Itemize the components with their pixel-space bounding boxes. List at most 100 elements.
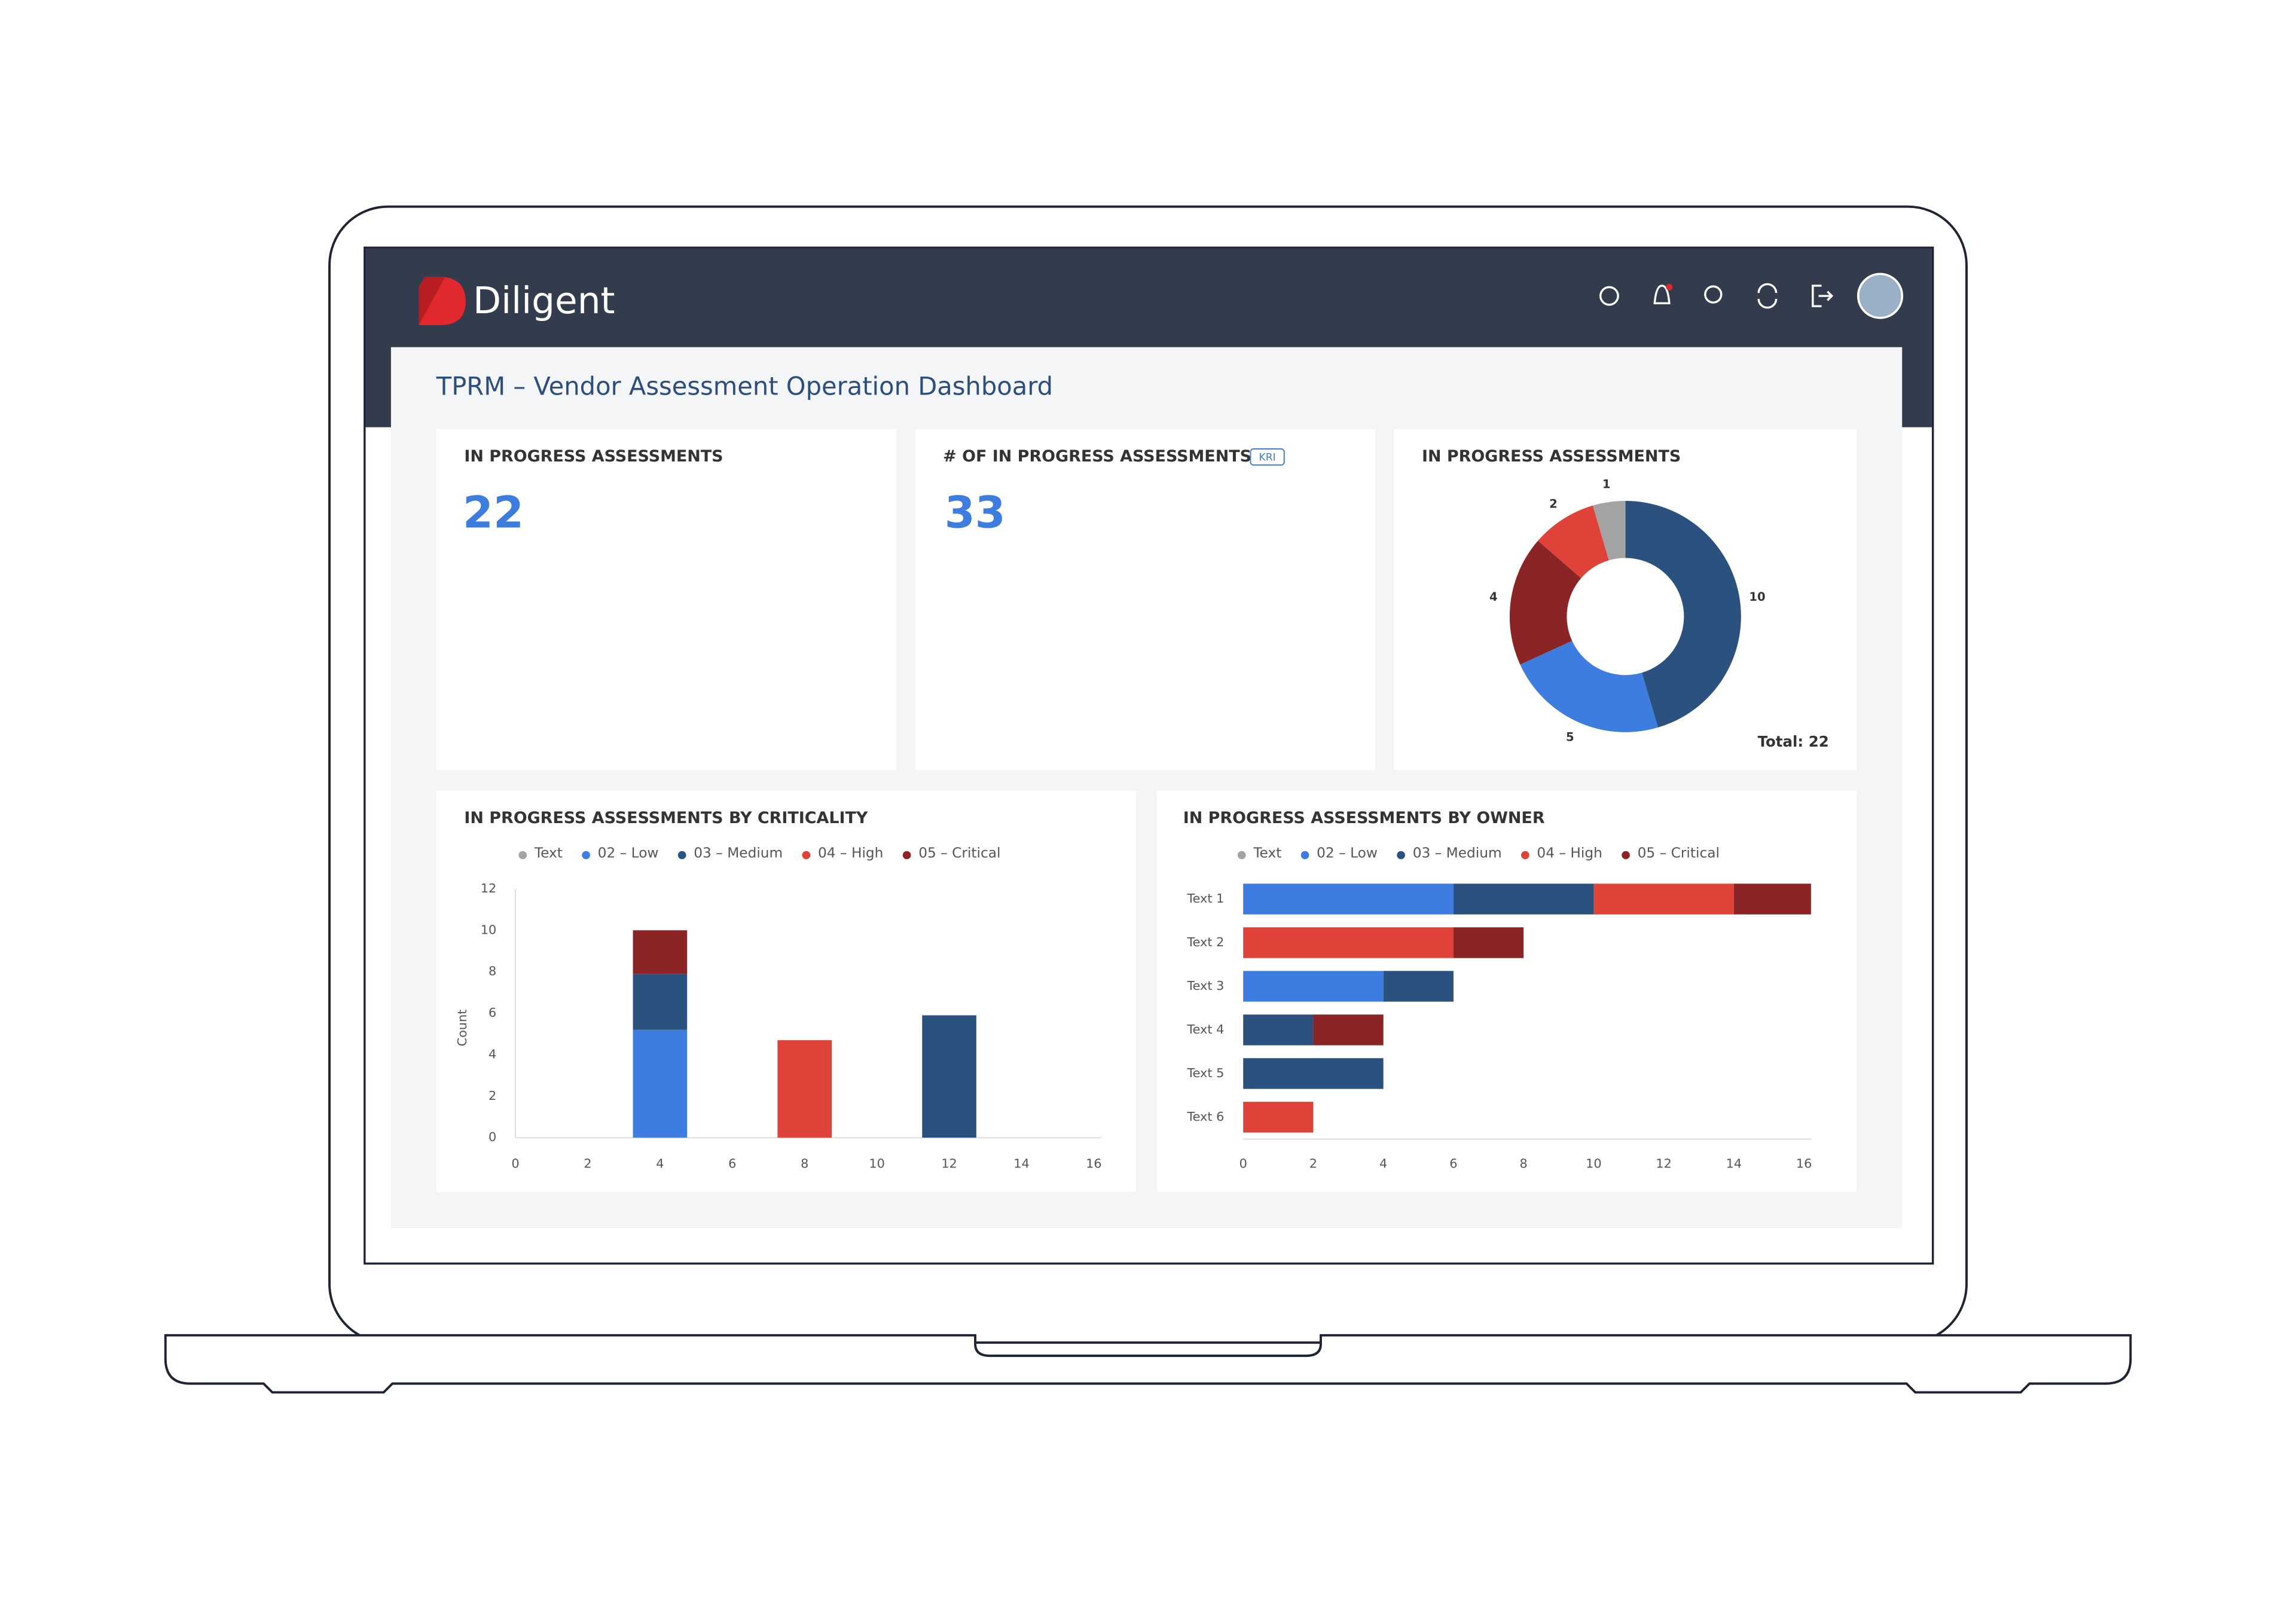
kpi-title: # OF IN PROGRESS ASSESSMENTS xyxy=(943,447,1251,466)
bar-segment xyxy=(922,1015,976,1138)
y-tick-label: 4 xyxy=(488,1047,496,1061)
bar-segment xyxy=(1243,883,1454,915)
category-label: Text 6 xyxy=(1186,1109,1224,1124)
x-tick-label: 10 xyxy=(1586,1156,1601,1170)
bar-segment xyxy=(1313,1014,1384,1045)
legend-label: 05 – Critical xyxy=(1638,845,1720,861)
bar-segment xyxy=(633,1029,688,1138)
donut-slice xyxy=(1625,500,1741,728)
slice-label: 4 xyxy=(1489,590,1498,604)
x-tick-label: 0 xyxy=(511,1156,519,1170)
donut-slice xyxy=(1592,500,1626,561)
y-tick-label: 12 xyxy=(481,881,496,895)
bar-segment xyxy=(1453,927,1524,958)
chart-title: IN PROGRESS ASSESSMENTS xyxy=(1422,447,1681,466)
category-label: Text 4 xyxy=(1186,1022,1224,1037)
legend-marker xyxy=(677,851,686,860)
legend-label: 03 – Medium xyxy=(1413,845,1502,861)
kpi-title: IN PROGRESS ASSESSMENTS xyxy=(464,447,723,466)
x-tick-label: 12 xyxy=(1656,1156,1671,1170)
x-tick-label: 14 xyxy=(1726,1156,1742,1170)
kpi-value: 22 xyxy=(463,487,524,538)
y-tick-label: 8 xyxy=(488,964,496,979)
brand: Diligent xyxy=(473,280,615,322)
legend-marker xyxy=(802,851,811,860)
kri-badge-text: KRI xyxy=(1259,452,1275,464)
x-tick-label: 4 xyxy=(1379,1156,1387,1170)
y-tick-label: 2 xyxy=(488,1089,496,1103)
legend-marker xyxy=(582,851,590,860)
x-tick-label: 2 xyxy=(584,1156,591,1170)
chat-icon[interactable] xyxy=(1599,286,1619,306)
slice-label: 5 xyxy=(1566,730,1574,744)
category-label: Text 3 xyxy=(1186,979,1224,993)
slice-label: 2 xyxy=(1549,497,1558,510)
donut-slice xyxy=(1520,641,1658,732)
x-tick-label: 0 xyxy=(1239,1156,1247,1170)
y-tick-label: 0 xyxy=(488,1130,496,1144)
logout-icon[interactable] xyxy=(1812,285,1834,307)
bar-segment xyxy=(1243,927,1454,958)
card xyxy=(436,429,896,771)
x-tick-label: 10 xyxy=(869,1156,884,1170)
bar-segment xyxy=(1243,1058,1384,1089)
y-axis-title: Count xyxy=(455,1010,469,1047)
chart-title: IN PROGRESS ASSESSMENTS BY OWNER xyxy=(1183,809,1545,827)
x-tick-label: 16 xyxy=(1086,1156,1101,1170)
dashboard-title: TPRM – Vendor Assessment Operation Dashb… xyxy=(436,371,1053,400)
category-label: Text 5 xyxy=(1186,1066,1224,1080)
legend-label: 02 – Low xyxy=(1317,845,1378,861)
category-label: Text 1 xyxy=(1186,891,1224,906)
legend-marker xyxy=(902,851,911,860)
donut-slice xyxy=(1509,540,1581,665)
legend-marker xyxy=(518,851,527,860)
bar-segment xyxy=(1453,883,1594,915)
slice-label: 10 xyxy=(1749,590,1765,604)
legend-label: 02 – Low xyxy=(598,845,659,861)
bar-segment xyxy=(1733,883,1811,915)
category-label: Text 2 xyxy=(1186,935,1224,949)
legend-label: Text xyxy=(534,845,563,861)
legend-label: 04 – High xyxy=(818,845,883,861)
donut-slice xyxy=(1538,505,1609,579)
bar-segment xyxy=(633,930,688,974)
legend-marker xyxy=(1622,851,1630,860)
refresh-icon[interactable] xyxy=(1757,283,1778,309)
card xyxy=(915,429,1375,771)
notification-dot xyxy=(1666,283,1673,291)
y-tick-label: 6 xyxy=(488,1005,496,1020)
bar-segment xyxy=(633,974,688,1030)
legend-label: 03 – Medium xyxy=(694,845,783,861)
bar-segment xyxy=(1243,1014,1314,1045)
x-tick-label: 8 xyxy=(801,1156,808,1170)
bell-icon[interactable] xyxy=(1653,285,1671,305)
slice-label: 1 xyxy=(1602,477,1611,491)
x-tick-label: 12 xyxy=(941,1156,957,1170)
legend-marker xyxy=(1237,851,1246,860)
chart-title: IN PROGRESS ASSESSMENTS BY CRITICALITY xyxy=(464,809,868,827)
total-annotation: Total: 22 xyxy=(1758,733,1829,750)
x-tick-label: 4 xyxy=(656,1156,664,1170)
search-icon[interactable] xyxy=(1704,285,1723,304)
x-tick-label: 16 xyxy=(1796,1156,1812,1170)
avatar[interactable] xyxy=(1857,273,1904,319)
bar-segment xyxy=(1243,1102,1314,1133)
legend-marker xyxy=(1397,851,1405,860)
bar-segment xyxy=(1243,971,1384,1002)
x-tick-label: 6 xyxy=(728,1156,736,1170)
legend-label: Text xyxy=(1253,845,1281,861)
x-tick-label: 8 xyxy=(1520,1156,1528,1170)
x-tick-label: 6 xyxy=(1449,1156,1457,1170)
x-tick-label: 14 xyxy=(1013,1156,1029,1170)
kpi-value: 33 xyxy=(945,487,1006,538)
bar-segment xyxy=(777,1040,832,1138)
legend-label: 05 – Critical xyxy=(918,845,1000,861)
x-tick-label: 2 xyxy=(1309,1156,1317,1170)
header-icons xyxy=(1599,283,1834,309)
y-tick-label: 10 xyxy=(481,922,496,937)
bar-segment xyxy=(1383,971,1454,1002)
legend-marker xyxy=(1300,851,1309,860)
laptop-base xyxy=(164,1334,2132,1394)
kri-badge xyxy=(1250,448,1285,466)
